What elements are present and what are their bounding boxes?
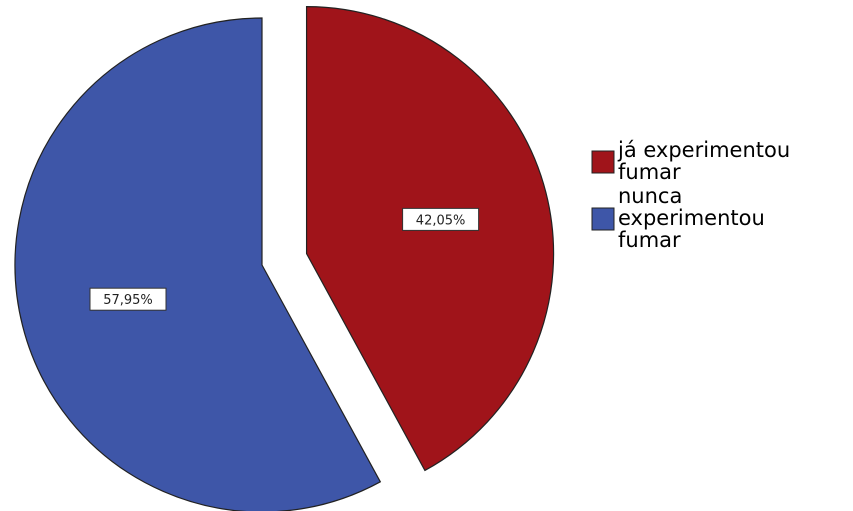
legend-swatch — [591, 150, 615, 174]
pie-data-labels: 42,05% 57,95% — [89, 207, 480, 311]
legend-label-line: fumar — [618, 228, 681, 252]
pie-data-label-box — [402, 207, 480, 231]
pie-slice-2 — [14, 17, 382, 511]
legend-label-line: já experimentou — [617, 138, 790, 162]
pie-data-label-text: 42,05% — [416, 213, 466, 228]
pie-data-label-text: 57,95% — [103, 293, 153, 308]
legend: já experimentoufumarnuncaexperimentoufum… — [591, 138, 790, 252]
legend-label-line: experimentou — [618, 206, 765, 230]
pie-data-label-2: 57,95% — [89, 287, 167, 311]
pie-slice-1 — [305, 6, 555, 472]
pie-data-label-1: 42,05% — [402, 207, 480, 231]
pie-slices — [14, 6, 555, 511]
legend-swatch — [591, 207, 615, 231]
legend-label-line: fumar — [618, 160, 681, 184]
legend-label-line: nunca — [618, 184, 682, 208]
pie-data-label-box — [89, 287, 167, 311]
